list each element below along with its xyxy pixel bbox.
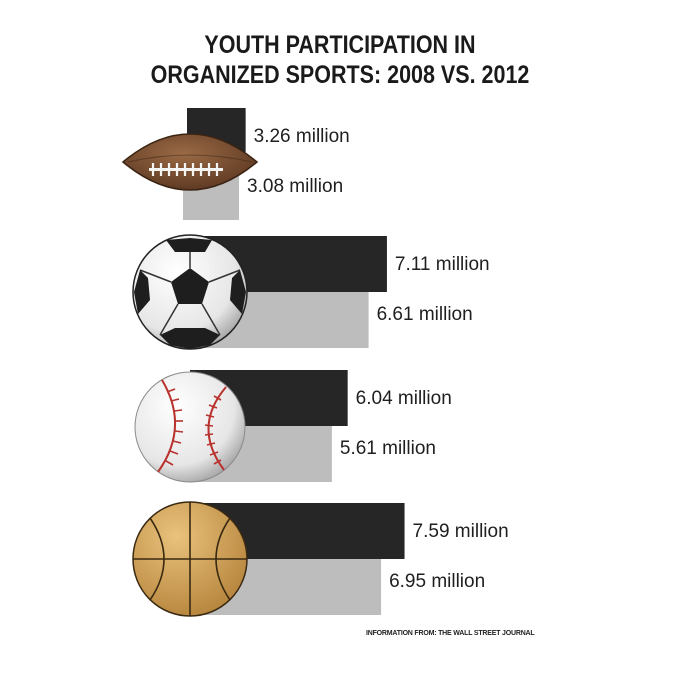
value-label-football-s1: 3.26 million [254,126,350,147]
value-label-soccer-ball-s2: 6.61 million [377,304,473,325]
value-label-basketball-s1: 7.59 million [413,521,509,542]
title-line-2: ORGANIZED SPORTS: 2008 VS. 2012 [150,61,530,89]
football-icon [121,133,259,191]
soccer-ball-icon [132,234,248,350]
basketball-icon [132,501,248,617]
baseball-icon [134,371,246,483]
value-label-baseball-s2: 5.61 million [340,438,436,459]
value-label-soccer-ball-s1: 7.11 million [395,254,490,275]
value-label-football-s2: 3.08 million [247,176,343,197]
source-note: INFORMATION FROM: THE WALL STREET JOURNA… [366,630,535,637]
title-line-1: YOUTH PARTICIPATION IN [204,31,476,59]
value-label-basketball-s2: 6.95 million [389,571,485,592]
value-label-baseball-s1: 6.04 million [356,388,452,409]
chart-title: YOUTH PARTICIPATION IN ORGANIZED SPORTS:… [48,30,633,90]
